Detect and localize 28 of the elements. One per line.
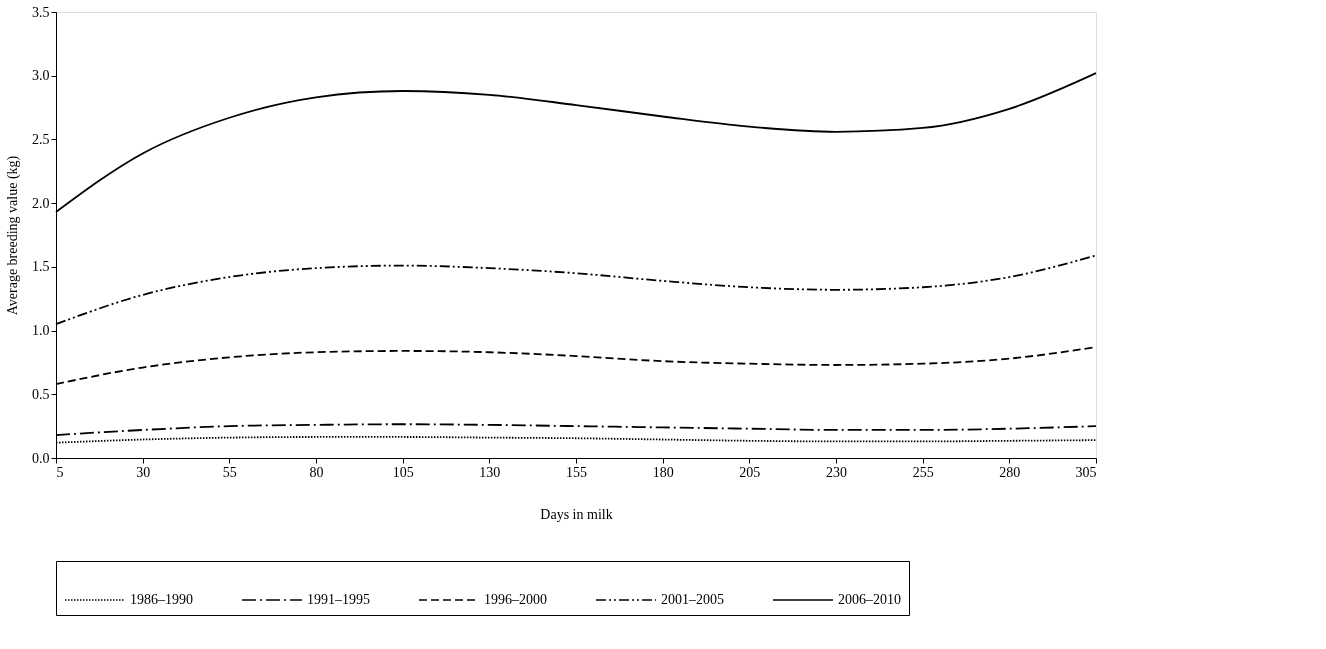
x-tick-label: 105 [392, 464, 414, 480]
y-tick-label: 3.5 [32, 4, 50, 20]
x-tick-label: 230 [826, 464, 847, 480]
x-tick-label: 130 [479, 464, 501, 480]
x-tick-label: 280 [999, 464, 1021, 480]
x-tick-label: 80 [309, 464, 324, 480]
x-axis-title: Days in milk [540, 506, 613, 522]
y-tick-label: 1.0 [32, 323, 50, 339]
x-tick-label: 180 [652, 464, 674, 480]
x-tick-label: 55 [222, 464, 237, 480]
x-tick-label: 205 [739, 464, 761, 480]
x-tick-label: 30 [136, 464, 151, 480]
x-tick-label: 155 [566, 464, 587, 480]
y-tick-label: 3.0 [32, 68, 50, 84]
y-tick-label: 0.0 [32, 450, 50, 466]
legend-label: 2001–2005 [661, 592, 724, 607]
y-tick-label: 1.5 [32, 259, 50, 275]
x-tick-label: 255 [912, 464, 934, 480]
legend-label: 2006–2010 [838, 592, 901, 607]
y-tick-label: 0.5 [32, 386, 50, 402]
y-tick-label: 2.0 [32, 195, 50, 211]
legend-label: 1986–1990 [130, 592, 193, 607]
y-tick-label: 2.5 [32, 131, 50, 147]
x-tick-label: 5 [56, 464, 64, 480]
x-tick-label: 305 [1075, 464, 1097, 480]
legend-label: 1991–1995 [307, 592, 370, 607]
legend-label: 1996–2000 [484, 592, 547, 607]
y-axis-title: Average breeding value (kg) [5, 155, 21, 316]
